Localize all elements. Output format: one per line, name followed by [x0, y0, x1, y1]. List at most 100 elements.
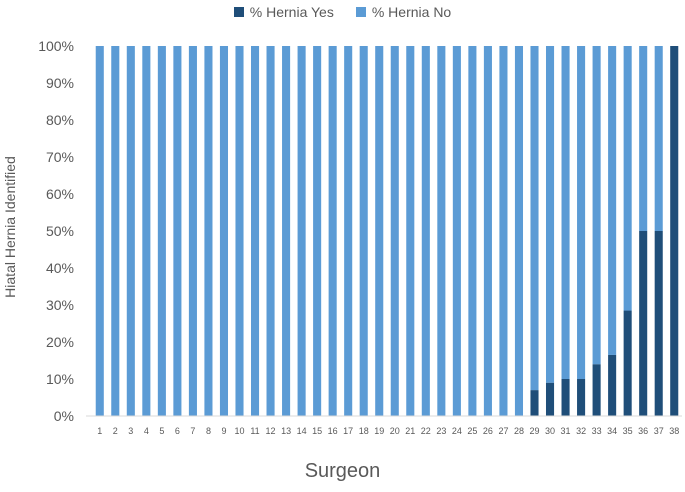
x-tick-label: 10	[234, 426, 244, 436]
bar-hernia-no	[95, 46, 104, 416]
x-tick-label: 35	[623, 426, 633, 436]
x-tick-label: 22	[421, 426, 431, 436]
x-tick-label: 11	[250, 426, 259, 436]
x-tick-label: 13	[281, 426, 291, 436]
bar-hernia-yes	[639, 231, 648, 416]
legend: % Hernia Yes % Hernia No	[0, 0, 685, 24]
x-tick-label: 31	[561, 426, 571, 436]
x-tick-label: 30	[545, 426, 555, 436]
y-tick-label: 90%	[46, 75, 74, 91]
y-tick-label: 0%	[54, 408, 74, 424]
bar-hernia-no	[406, 46, 415, 416]
x-tick-label: 20	[390, 426, 400, 436]
bar-hernia-no	[250, 46, 260, 416]
x-tick-label: 5	[159, 426, 164, 436]
bar-hernia-no	[282, 46, 291, 416]
bar-hernia-no	[235, 46, 244, 416]
bar-hernia-yes	[545, 382, 555, 416]
bar-hernia-no	[608, 46, 617, 355]
bar-hernia-no	[111, 46, 120, 416]
bar-hernia-no	[390, 46, 399, 416]
bar-hernia-yes	[592, 364, 601, 416]
bar-hernia-no	[452, 46, 461, 416]
bar-hernia-no	[313, 46, 322, 416]
x-tick-label: 9	[221, 426, 226, 436]
bar-hernia-no	[514, 46, 524, 416]
x-tick-label: 6	[175, 426, 180, 436]
x-tick-label: 16	[328, 426, 338, 436]
bar-hernia-no	[126, 46, 135, 416]
x-tick-label: 24	[452, 426, 462, 436]
x-tick-label: 2	[113, 426, 118, 436]
x-tick-label: 1	[97, 426, 102, 436]
bar-hernia-no	[157, 46, 166, 416]
bar-hernia-no	[530, 46, 539, 391]
x-tick-label: 17	[343, 426, 353, 436]
x-tick-label: 23	[436, 426, 446, 436]
bar-hernia-yes	[654, 231, 663, 416]
bar-hernia-no	[639, 46, 648, 231]
bar-hernia-yes	[608, 354, 617, 416]
x-tick-label: 34	[607, 426, 617, 436]
x-tick-label: 25	[467, 426, 477, 436]
bar-hernia-no	[142, 46, 151, 416]
y-tick-label: 10%	[46, 371, 74, 387]
bar-hernia-no	[219, 46, 229, 416]
bar-hernia-no	[654, 46, 663, 231]
x-axis-label: Surgeon	[304, 460, 381, 482]
bar-hernia-no	[437, 46, 446, 416]
bar-hernia-yes	[530, 390, 539, 416]
bar-hernia-yes	[670, 46, 679, 416]
y-tick-label: 100%	[38, 38, 74, 54]
bar-hernia-no	[592, 46, 601, 365]
bar-hernia-yes	[561, 379, 570, 416]
x-tick-label: 18	[359, 426, 369, 436]
x-tick-label: 7	[190, 426, 195, 436]
x-tick-label: 4	[144, 426, 149, 436]
bar-hernia-no	[266, 46, 275, 416]
x-tick-label: 8	[206, 426, 211, 436]
x-tick-label: 21	[405, 426, 415, 436]
x-tick-label: 28	[514, 426, 524, 436]
bar-hernia-no	[375, 46, 384, 416]
bar-hernia-yes	[577, 379, 586, 416]
x-tick-label: 19	[374, 426, 384, 436]
bar-hernia-no	[499, 46, 508, 416]
x-tick-label: 33	[592, 426, 602, 436]
x-tick-label: 26	[483, 426, 493, 436]
bar-hernia-no	[359, 46, 368, 416]
legend-item-hernia-yes: % Hernia Yes	[233, 4, 334, 20]
y-tick-label: 50%	[46, 223, 74, 239]
x-tick-label: 12	[266, 426, 276, 436]
x-tick-label: 32	[576, 426, 586, 436]
bar-hernia-no	[344, 46, 353, 416]
x-tick-label: 27	[498, 426, 508, 436]
legend-label-hernia-yes: % Hernia Yes	[249, 4, 334, 20]
bar-hernia-no	[623, 46, 632, 311]
x-tick-label: 37	[654, 426, 664, 436]
y-tick-label: 30%	[46, 297, 74, 313]
x-tick-label: 36	[638, 426, 648, 436]
bar-hernia-no	[468, 46, 477, 416]
bar-hernia-no	[545, 46, 555, 383]
bar-hernia-no	[561, 46, 570, 379]
bar-hernia-yes	[623, 310, 632, 416]
x-tick-label: 29	[529, 426, 539, 436]
bar-hernia-no	[421, 46, 430, 416]
x-tick-label: 14	[297, 426, 307, 436]
y-tick-label: 80%	[46, 112, 74, 128]
bar-hernia-no	[577, 46, 586, 379]
legend-swatch-hernia-no	[355, 7, 366, 17]
legend-item-hernia-no: % Hernia No	[355, 4, 451, 20]
y-tick-label: 40%	[46, 260, 74, 276]
bar-hernia-no	[204, 46, 213, 416]
bar-hernia-no	[483, 46, 492, 416]
bar-hernia-no	[328, 46, 337, 416]
bar-hernia-no	[188, 46, 197, 416]
x-tick-label: 3	[128, 426, 133, 436]
y-tick-label: 20%	[46, 334, 74, 350]
bar-hernia-no	[297, 46, 306, 416]
y-tick-label: 70%	[46, 149, 74, 165]
